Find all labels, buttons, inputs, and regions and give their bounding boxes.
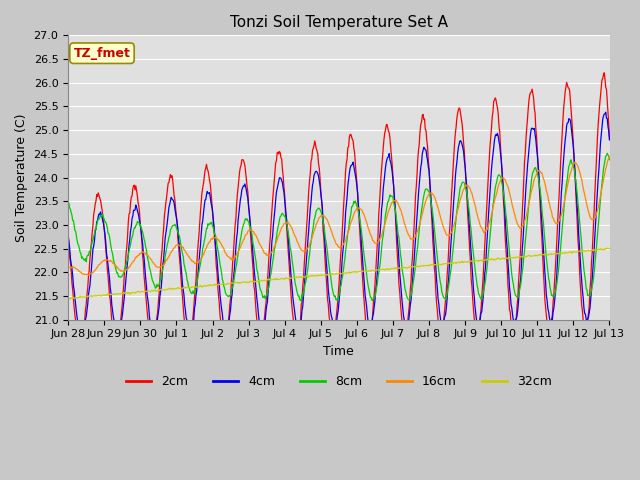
Legend: 2cm, 4cm, 8cm, 16cm, 32cm: 2cm, 4cm, 8cm, 16cm, 32cm: [121, 370, 557, 393]
Text: TZ_fmet: TZ_fmet: [74, 47, 131, 60]
X-axis label: Time: Time: [323, 345, 354, 358]
Y-axis label: Soil Temperature (C): Soil Temperature (C): [15, 113, 28, 242]
Title: Tonzi Soil Temperature Set A: Tonzi Soil Temperature Set A: [230, 15, 448, 30]
